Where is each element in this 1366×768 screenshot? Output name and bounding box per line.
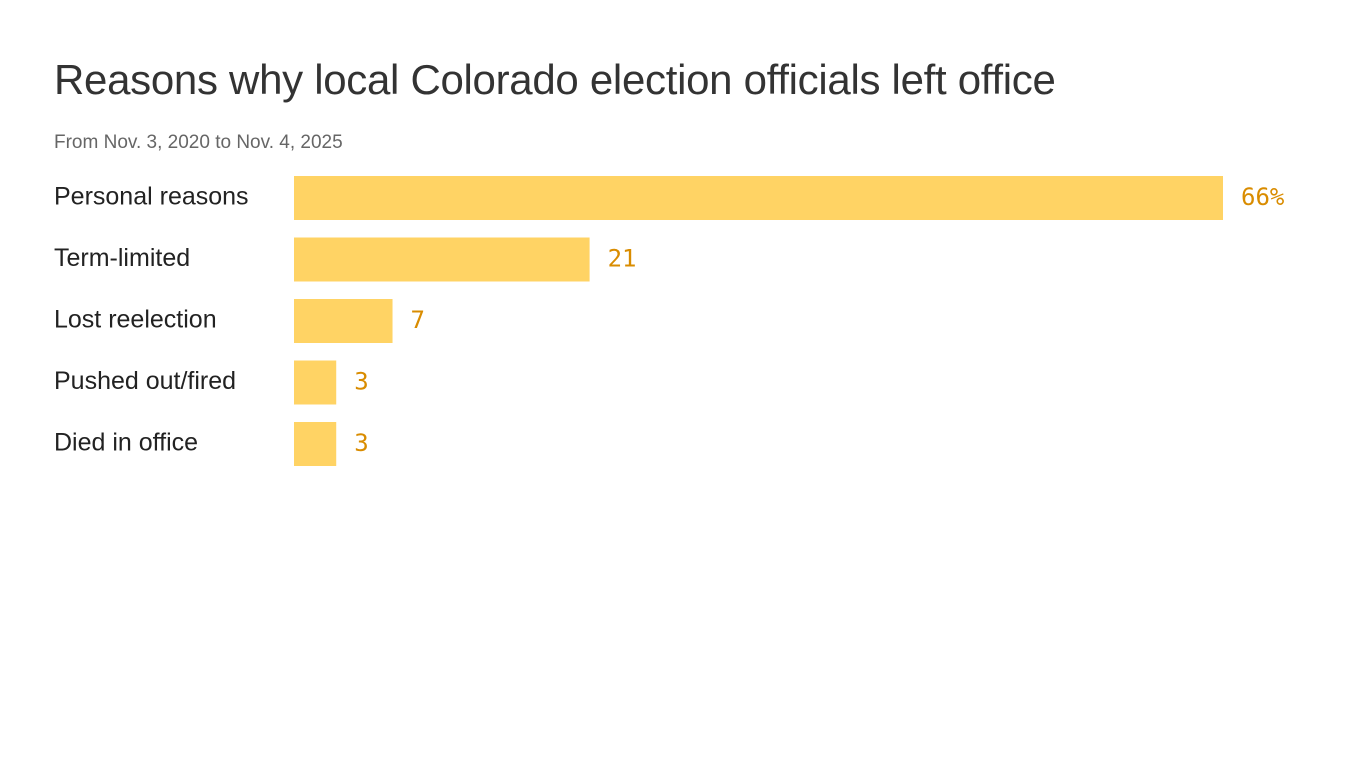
category-label: Lost reelection: [54, 306, 217, 334]
bar: [294, 360, 337, 405]
category-label: Died in office: [54, 429, 198, 457]
chart-title: Reasons why local Colorado election offi…: [54, 56, 1056, 103]
value-label: 7: [411, 306, 425, 334]
value-label: 3: [354, 429, 368, 457]
bar: [294, 237, 590, 282]
category-label: Pushed out/fired: [54, 367, 236, 395]
category-label: Term-limited: [54, 244, 190, 272]
chart-subtitle: From Nov. 3, 2020 to Nov. 4, 2025: [54, 132, 343, 153]
value-label: 3: [354, 368, 368, 396]
value-label: 66%: [1241, 183, 1285, 211]
bar: [294, 176, 1223, 220]
bar: [294, 299, 393, 343]
category-label: Personal reasons: [54, 183, 249, 211]
value-label: 21: [608, 245, 637, 273]
bar: [294, 422, 337, 466]
